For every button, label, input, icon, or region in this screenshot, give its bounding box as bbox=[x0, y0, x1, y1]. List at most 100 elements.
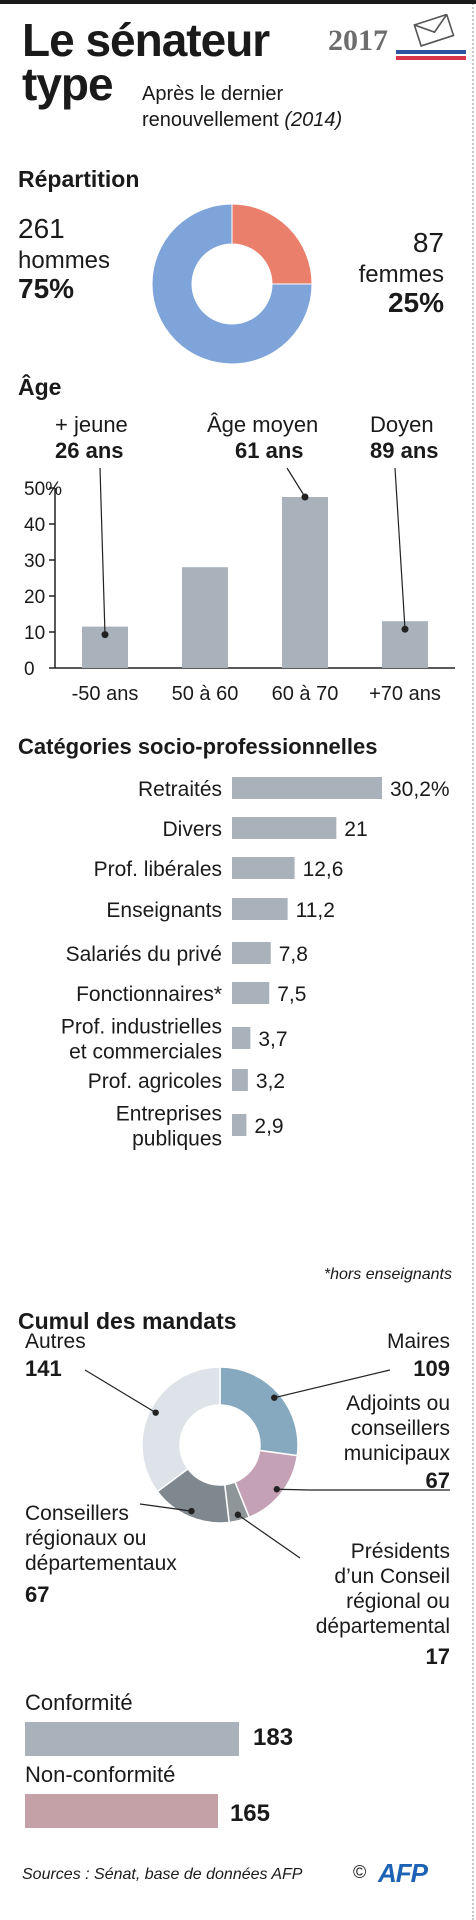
election-logo: 2017 bbox=[328, 10, 470, 68]
mandats-leader-line bbox=[84, 1369, 156, 1414]
category-bar bbox=[232, 1114, 247, 1136]
category-value: 3,7 bbox=[258, 1028, 287, 1051]
subtitle-year: (2014) bbox=[284, 109, 343, 131]
category-value: 30,2% bbox=[390, 778, 450, 801]
women-pct: 25% bbox=[387, 287, 444, 318]
category-label: Prof. agricoles bbox=[88, 1070, 222, 1093]
non-conformite-bar bbox=[25, 1794, 218, 1828]
mandats-slice-autres bbox=[141, 1366, 221, 1493]
age-x-label: 50 à 60 bbox=[172, 683, 239, 705]
category-bar bbox=[232, 942, 271, 964]
category-bar bbox=[232, 857, 295, 879]
age-leader-line bbox=[394, 467, 406, 630]
mandats-value: 141 bbox=[25, 1356, 62, 1381]
category-value: 3,2 bbox=[256, 1070, 285, 1093]
ballot-envelope-icon bbox=[396, 14, 466, 60]
mandats-leader-line bbox=[276, 1488, 450, 1491]
women-count: 87 bbox=[412, 227, 444, 258]
age-y-tick-label: 0 bbox=[24, 659, 35, 680]
mandats-label: conseillers bbox=[351, 1417, 450, 1440]
mandats-leader-dot bbox=[188, 1507, 195, 1515]
men-count: 261 bbox=[18, 213, 65, 244]
youngest-label: + jeune bbox=[55, 412, 128, 437]
age-bar bbox=[182, 567, 228, 668]
mandats-leader-line bbox=[237, 1514, 301, 1559]
logo-year: 2017 bbox=[328, 24, 388, 57]
afp-logo: AFP bbox=[378, 1858, 428, 1888]
category-value: 7,5 bbox=[277, 983, 306, 1006]
age-leader-dot bbox=[101, 631, 109, 639]
women-label: femmes bbox=[358, 261, 444, 288]
category-label: Retraités bbox=[138, 778, 222, 801]
mandats-leader-dot bbox=[234, 1511, 242, 1518]
repartition-title: Répartition bbox=[18, 166, 140, 192]
category-label: Divers bbox=[162, 818, 222, 841]
mandats-label: régional ou bbox=[346, 1590, 450, 1613]
mandats-label: Autres bbox=[25, 1330, 86, 1353]
average-value: 61 ans bbox=[235, 438, 304, 463]
mandats-label: d’un Conseil bbox=[334, 1565, 450, 1588]
category-label: Fonctionnaires* bbox=[76, 983, 222, 1006]
eldest-label: Doyen bbox=[370, 412, 434, 437]
men-pct: 75% bbox=[18, 273, 75, 304]
age-x-label: +70 ans bbox=[369, 683, 441, 705]
category-label: et commerciales bbox=[69, 1041, 222, 1064]
category-bar bbox=[232, 817, 337, 839]
category-value: 2,9 bbox=[254, 1115, 283, 1138]
mandats-value: 109 bbox=[413, 1356, 450, 1381]
eldest-value: 89 ans bbox=[370, 438, 439, 463]
youngest-value: 26 ans bbox=[55, 438, 124, 463]
category-bar bbox=[232, 1069, 248, 1091]
subtitle-line1: Après le dernier bbox=[142, 83, 284, 105]
age-leader-dot bbox=[301, 493, 309, 501]
mandats-label: Adjoints ou bbox=[346, 1392, 450, 1415]
copyright-symbol: © bbox=[353, 1862, 367, 1882]
mandats-leader-line bbox=[274, 1369, 391, 1399]
mandats-label: municipaux bbox=[344, 1442, 451, 1465]
mandats-label: Maires bbox=[387, 1330, 450, 1353]
category-label: Prof. libérales bbox=[94, 858, 222, 881]
age-x-label: -50 ans bbox=[72, 683, 139, 705]
repartition-slice-femmes bbox=[231, 203, 313, 285]
mandats-title: Cumul des mandats bbox=[18, 1308, 237, 1334]
age-x-label: 60 à 70 bbox=[272, 683, 339, 705]
page-title-line1: Le sénateur bbox=[22, 14, 270, 66]
mandats-donut-chart: Maires 109 Autres 141 Adjoints ouconseillers… bbox=[25, 1330, 451, 1669]
dotted-border bbox=[472, 0, 474, 1920]
category-value: 7,8 bbox=[279, 943, 308, 966]
age-leader-line bbox=[99, 467, 106, 635]
age-y-tick-label: 50% bbox=[24, 479, 62, 500]
mandats-value: 67 bbox=[25, 1582, 49, 1607]
conformite-bar bbox=[25, 1722, 239, 1756]
top-rule bbox=[0, 0, 476, 4]
mandats-slice-maires bbox=[219, 1366, 299, 1457]
subtitle-line2: renouvellement (2014) bbox=[142, 109, 343, 131]
category-label: Enseignants bbox=[106, 899, 222, 922]
mandats-label: régionaux ou bbox=[25, 1527, 146, 1550]
mandats-value: 17 bbox=[426, 1644, 450, 1669]
age-y-tick-label: 30 bbox=[24, 551, 45, 572]
age-bar-chart: 0 10 20 30 40 50% -50 ans 50 à 60 60 à 70 +70 ans bbox=[24, 467, 455, 705]
age-leader-line bbox=[286, 467, 306, 498]
conformite-label: Conformité bbox=[25, 1690, 133, 1715]
page-title-line2: type bbox=[22, 58, 114, 110]
category-bar bbox=[232, 777, 382, 799]
age-bar bbox=[282, 497, 328, 668]
mandats-label: départementaux bbox=[25, 1552, 177, 1575]
mandats-label: Conseillers bbox=[25, 1502, 129, 1525]
conformite-value: 183 bbox=[253, 1724, 294, 1751]
source-text: Sources : Sénat, base de données AFP bbox=[22, 1866, 303, 1883]
category-bar bbox=[232, 898, 288, 920]
mandats-leader-dot bbox=[152, 1409, 159, 1416]
category-value: 11,2 bbox=[296, 899, 335, 922]
age-y-tick-label: 40 bbox=[24, 515, 45, 536]
age-y-tick-label: 10 bbox=[24, 623, 45, 644]
category-value: 21 bbox=[344, 818, 367, 841]
repartition-slice-hommes bbox=[151, 203, 313, 365]
age-y-tick-label: 20 bbox=[24, 587, 45, 608]
men-label: hommes bbox=[18, 247, 111, 274]
categories-bar-chart: 30,2% Retraités 21 Divers 12,6 Prof. libérale… bbox=[61, 777, 450, 1151]
age-leader-dot bbox=[401, 625, 409, 633]
mandats-value: 67 bbox=[426, 1468, 450, 1493]
